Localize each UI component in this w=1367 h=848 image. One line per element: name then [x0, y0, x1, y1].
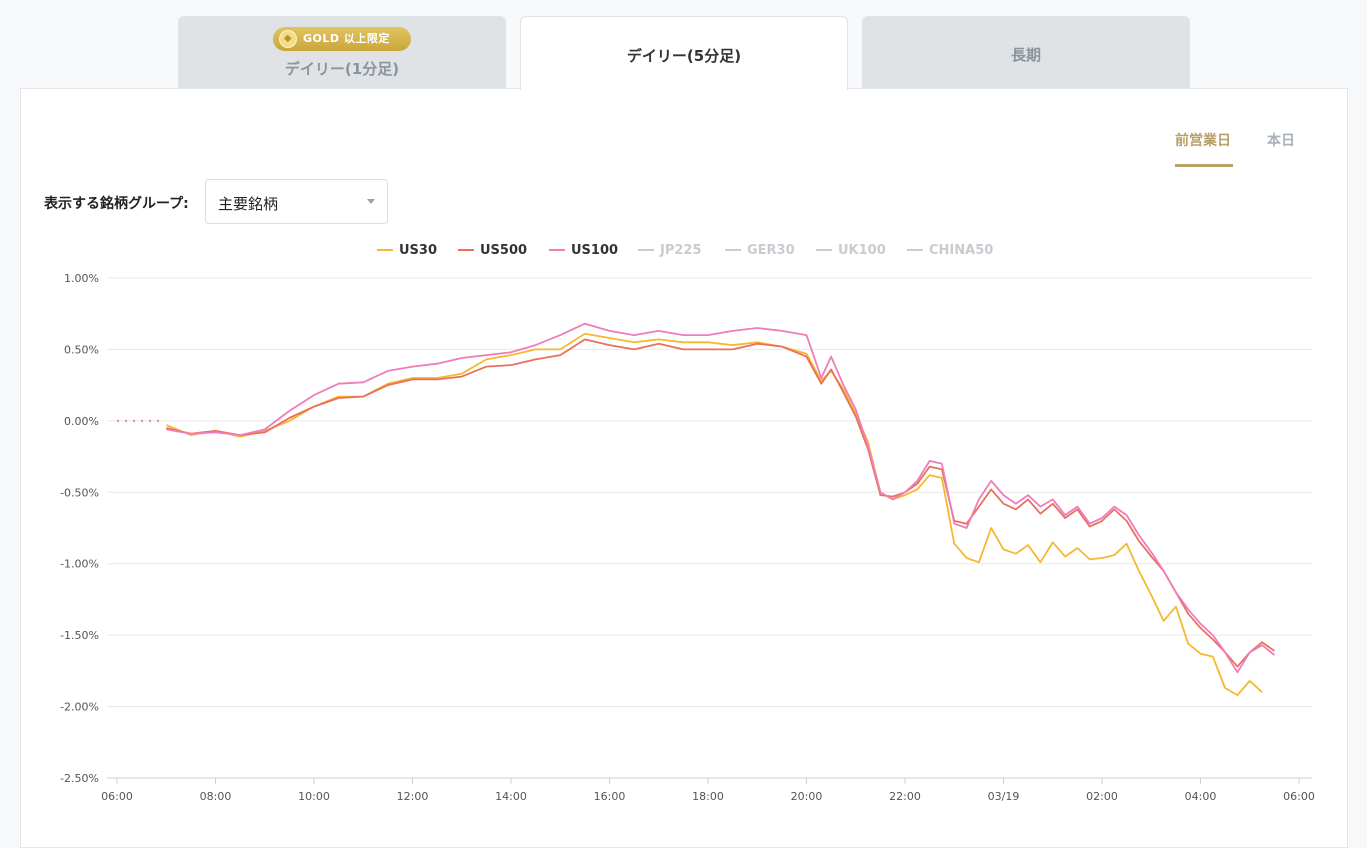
period-selected-underline	[1175, 164, 1233, 167]
x-tick-label: 18:00	[692, 790, 724, 803]
x-tick-label: 06:00	[101, 790, 133, 803]
legend-uk100[interactable]: UK100	[816, 242, 886, 260]
tab-label: デイリー(1分足)	[284, 60, 400, 78]
gold-badge: ◆ GOLD 以上限定	[273, 27, 411, 51]
legend-us500[interactable]: US500	[458, 242, 527, 260]
tab-daily-5min[interactable]: デイリー(5分足)	[520, 16, 848, 90]
x-tick-label: 10:00	[298, 790, 330, 803]
y-tick-label: -2.50%	[60, 772, 99, 785]
x-tick-label: 03/19	[988, 790, 1020, 803]
x-tick-label: 06:00	[1283, 790, 1315, 803]
y-tick-label: 0.50%	[64, 343, 99, 356]
tab-daily-1min[interactable]: ◆ GOLD 以上限定 デイリー(1分足)	[178, 16, 506, 89]
group-select-label: 表示する銘柄グループ:	[44, 196, 189, 212]
x-tick-label: 22:00	[889, 790, 921, 803]
group-select-value: 主要銘柄	[218, 195, 279, 213]
legend-label: US100	[571, 243, 619, 258]
x-tick-label: 14:00	[495, 790, 527, 803]
x-tick-label: 20:00	[791, 790, 823, 803]
y-tick-label: -2.00%	[60, 701, 99, 714]
series-line-us100	[166, 322, 1275, 674]
x-tick-label: 16:00	[594, 790, 626, 803]
x-tick-label: 02:00	[1086, 790, 1118, 803]
legend-ger30[interactable]: GER30	[725, 242, 795, 260]
y-tick-label: 1.00%	[64, 272, 99, 285]
legend-swatch	[638, 248, 654, 251]
x-tick-label: 08:00	[200, 790, 232, 803]
tab-label: 長期	[1010, 46, 1041, 64]
legend-swatch	[458, 248, 474, 251]
chart-legend: US30 US500 US100 JP225 GER30 UK100 CHINA…	[0, 242, 1367, 260]
gold-coin-icon: ◆	[279, 30, 297, 48]
legend-swatch	[549, 248, 565, 251]
legend-swatch	[907, 248, 923, 251]
legend-label: GER30	[747, 243, 795, 258]
legend-label: JP225	[660, 243, 702, 258]
tab-long-term[interactable]: 長期	[862, 16, 1190, 89]
y-tick-label: -1.50%	[60, 629, 99, 642]
legend-swatch	[377, 248, 393, 251]
legend-jp225[interactable]: JP225	[638, 242, 702, 260]
legend-label: US500	[480, 243, 528, 258]
y-tick-label: -1.00%	[60, 558, 99, 571]
period-today[interactable]: 本日	[1267, 133, 1295, 149]
period-previous-day[interactable]: 前営業日	[1175, 133, 1231, 149]
legend-label: CHINA50	[929, 243, 994, 258]
legend-label: UK100	[838, 243, 886, 258]
group-select[interactable]: 主要銘柄	[205, 179, 388, 224]
x-tick-label: 12:00	[397, 790, 429, 803]
gold-badge-label: GOLD 以上限定	[303, 32, 390, 45]
legend-us100[interactable]: US100	[549, 242, 618, 260]
legend-us30[interactable]: US30	[377, 242, 437, 260]
legend-swatch	[816, 248, 832, 251]
chevron-down-icon	[367, 199, 375, 204]
y-tick-label: -0.50%	[60, 486, 99, 499]
legend-china50[interactable]: CHINA50	[907, 242, 993, 260]
tab-label: デイリー(5分足)	[626, 47, 742, 65]
legend-swatch	[725, 248, 741, 251]
series-line-us500	[166, 338, 1275, 668]
line-chart: 1.00% 0.50% 0.00% -0.50% -1.00% -1.50% -2.00% -…	[60, 272, 1315, 803]
y-tick-label: 0.00%	[64, 415, 99, 428]
x-tick-label: 04:00	[1185, 790, 1217, 803]
legend-label: US30	[399, 243, 438, 258]
